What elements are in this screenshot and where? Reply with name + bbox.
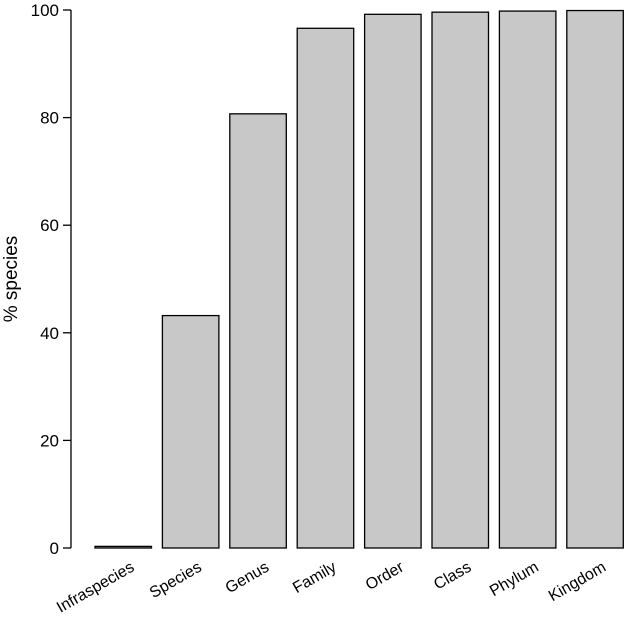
y-tick-label: 40 xyxy=(40,324,59,343)
bar-genus xyxy=(229,113,287,549)
y-tick-label: 0 xyxy=(50,539,59,558)
x-axis-labels: Infraspecies Species Genus Family Order Class… xyxy=(54,558,609,616)
y-tick-label: 60 xyxy=(40,216,59,235)
x-tick-label: Class xyxy=(431,559,474,594)
y-axis-label: % species xyxy=(1,236,22,323)
bar-phylum xyxy=(498,10,557,549)
x-tick-label: Species xyxy=(147,559,205,602)
x-tick-label: Kingdom xyxy=(546,559,609,605)
y-axis: 0 20 40 60 80 100 xyxy=(31,1,72,558)
x-tick-label: Order xyxy=(363,558,408,594)
bar-class xyxy=(431,11,490,549)
bar-kingdom xyxy=(566,9,624,549)
x-tick-label: Infraspecies xyxy=(54,559,137,617)
bar-species xyxy=(161,314,220,549)
bar-infraspecies xyxy=(94,545,153,549)
x-tick-label: Genus xyxy=(223,559,272,597)
y-tick-label: 20 xyxy=(40,431,59,450)
bar-family xyxy=(296,27,355,549)
bars xyxy=(94,9,624,549)
x-tick-label: Phylum xyxy=(487,559,542,600)
y-tick-label: 80 xyxy=(40,109,59,128)
y-tick-label: 100 xyxy=(31,1,59,20)
x-tick-label: Family xyxy=(290,559,339,597)
bar-order xyxy=(363,13,422,549)
